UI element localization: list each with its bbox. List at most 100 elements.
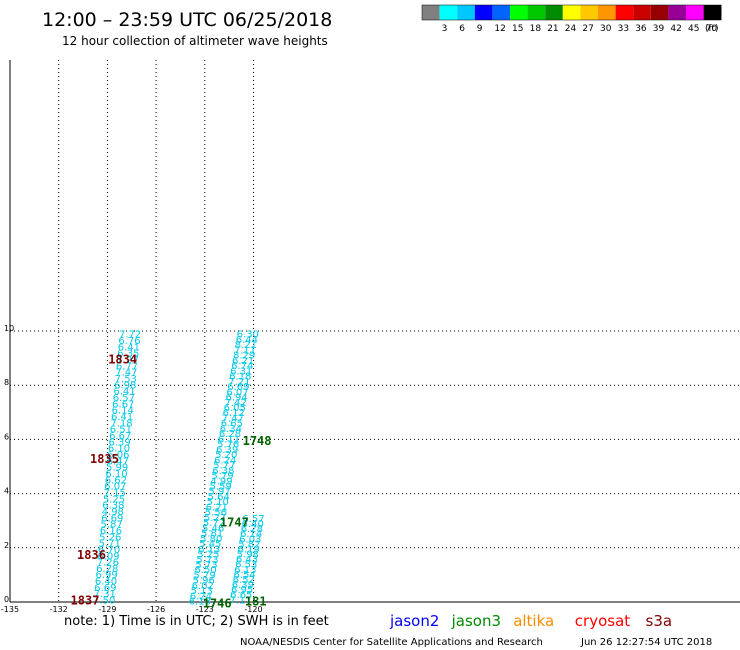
legend-swatch: [439, 5, 458, 20]
wave-height-value: 5.26: [99, 532, 121, 543]
wave-height-value: 6.65: [230, 590, 252, 601]
legend-swatch: [545, 5, 563, 20]
wave-height-value: 7.26: [97, 558, 119, 569]
wave-height-value: 6.05: [224, 403, 246, 414]
pass-time-label: 1835: [90, 452, 119, 466]
wave-height-value: 7.47: [115, 368, 137, 379]
wave-height-value: 6.39: [232, 580, 254, 591]
legend-label: 36: [635, 24, 647, 34]
wave-height-value: 6.62: [105, 475, 127, 486]
wave-height-value: 6.07: [226, 387, 248, 398]
wave-height-value: 5.87: [100, 520, 122, 531]
wave-height-value: 6.52: [233, 575, 255, 586]
wave-height-value: 5.13: [191, 586, 213, 597]
latitude-tick-label: 8: [4, 378, 9, 387]
legend-swatch: [562, 5, 581, 20]
wave-height-value: 6.69: [227, 382, 249, 393]
legend-swatch: [457, 5, 475, 20]
wave-height-value: 5.77: [213, 461, 235, 472]
legend-label: 24: [565, 24, 577, 34]
legend-label: 12: [494, 24, 505, 34]
longitude-tick-label: -129: [98, 605, 116, 614]
legend-swatch: [474, 5, 493, 20]
wave-height-value: 5.20: [215, 450, 237, 461]
wave-height-value: 6.76: [118, 336, 140, 347]
wave-height-value: 6.02: [192, 581, 214, 592]
wave-height-value: 7.42: [224, 398, 246, 409]
wave-height-value: 5.73: [195, 560, 217, 571]
satellite-name: s3a: [646, 612, 673, 630]
wave-height-value: 6.18: [229, 372, 251, 383]
wave-height-value: 5.82: [238, 539, 260, 550]
wave-height-value: 6.51: [110, 425, 132, 436]
wave-height-value: 6.41: [111, 412, 133, 423]
legend-label: 30: [600, 24, 612, 34]
legend-unit: (ft): [705, 24, 719, 34]
wave-height-value: 6.40: [242, 519, 264, 530]
wave-height-value: 8.29: [233, 351, 255, 362]
wave-height-value: 7.53: [115, 374, 137, 385]
wave-height-value: 6.21: [206, 502, 228, 513]
legend-swatch: [703, 5, 722, 20]
wave-height-value: 6.38: [212, 466, 234, 477]
wave-height-value: 6.67: [112, 399, 134, 410]
wave-height-value: 6.28: [96, 564, 118, 575]
wave-height-value: 6.41: [118, 342, 140, 353]
wave-height-value: 7.50: [93, 596, 115, 607]
legend-label: 45: [688, 24, 699, 34]
wave-height-value: 5.72: [203, 518, 225, 529]
longitude-tick-label: -135: [1, 605, 19, 614]
axis-ticks: -135 -132 -129 -126 -123 -120 0 2 4 6 8 10: [1, 324, 263, 614]
wave-height-value: 7.11: [234, 345, 256, 356]
wave-height-value: 7.47: [222, 414, 244, 425]
wave-height-legend: 3 6 9 12 15 18 21 24 27 30 33 36 39 42 45 70(ft): [421, 4, 722, 34]
map-subtitle: 12 hour collection of altimeter wave hei…: [62, 34, 328, 48]
wave-height-value: 6.10: [108, 444, 130, 455]
wave-height-value: 6.57: [242, 514, 264, 525]
wave-height-value: 6.07: [104, 482, 126, 493]
satellite-name: jason3: [451, 612, 501, 630]
legend-label: 33: [618, 24, 629, 34]
satellite-tracks: 7.507.316.696.406.996.287.266.096.705.71…: [93, 330, 265, 608]
longitude-tick-label: -126: [147, 605, 165, 614]
pass-time-label: 1748: [243, 434, 272, 448]
wave-height-value: 7.27: [117, 355, 139, 366]
wave-height-value: 6.19: [237, 545, 259, 556]
wave-height-value: 6.38: [102, 501, 124, 512]
wave-height-value: 6.14: [112, 406, 134, 417]
wave-height-value: 5.59: [209, 482, 231, 493]
legend-label: 6: [459, 24, 465, 34]
legend-swatch: [686, 5, 704, 20]
wave-height-value: 6.39: [216, 445, 238, 456]
wave-height-value: 6.35: [117, 349, 139, 360]
wave-height-value: 6.54: [233, 570, 255, 581]
legend-label: 21: [547, 24, 558, 34]
wave-height-value: 7.17: [229, 595, 251, 606]
wave-height-value: 8.21: [235, 340, 257, 351]
legend-label: 42: [670, 24, 681, 34]
pass-time-label: 1834: [108, 352, 137, 366]
legend-label: 9: [477, 24, 483, 34]
wave-height-value: 6.11: [218, 434, 240, 445]
map-title: 12:00 – 23:59 UTC 06/25/2018: [42, 9, 332, 31]
latitude-tick-label: 0: [4, 595, 9, 604]
wave-height-value: 6.13: [198, 544, 220, 555]
wave-height-value: 6.57: [113, 393, 135, 404]
wave-height-value: 5.76: [217, 440, 239, 451]
pass-time-label: 1746: [203, 596, 232, 610]
wave-height-value: 6.67: [109, 431, 131, 442]
satellite-name: cryosat: [575, 612, 630, 630]
pass-time-labels: 1834 1835 1836 1837 1748 1747 1746 181: [71, 352, 272, 610]
pass-time-label: 1836: [77, 548, 106, 562]
wave-height-value: 6.98: [114, 380, 136, 391]
wave-height-value: 6.94: [225, 393, 247, 404]
satellite-name: altika: [513, 612, 554, 630]
wave-height-value: 5.46: [202, 523, 224, 534]
legend-swatch: [633, 5, 651, 20]
legend-label: 70: [706, 24, 718, 34]
wave-height-value: 5.56: [205, 508, 227, 519]
wave-height-value: 7.15: [104, 488, 126, 499]
wave-height-value: 6.31: [230, 366, 252, 377]
pass-time-label: 181: [245, 594, 267, 608]
